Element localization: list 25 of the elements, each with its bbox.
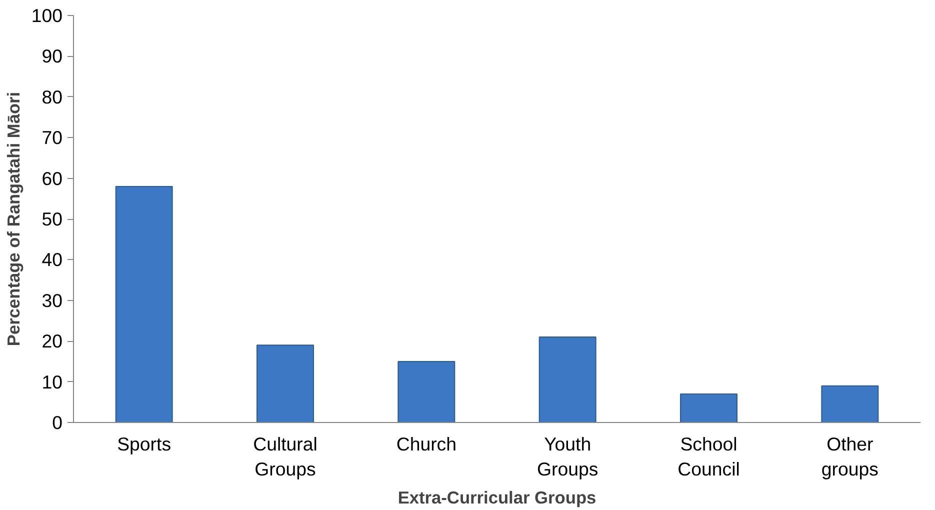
y-tick-label: 10	[42, 371, 63, 392]
y-tick-label: 90	[42, 46, 63, 67]
x-tick-label: Other groups	[821, 434, 878, 480]
y-tick-label: 20	[42, 330, 63, 352]
x-axis-title: Extra-Curricular Groups	[398, 488, 596, 508]
bar	[256, 344, 314, 422]
bar	[398, 360, 456, 422]
y-axis-title: Percentage of Rangatahi Māori	[3, 92, 24, 346]
x-tick-label: School Council	[678, 434, 740, 480]
bar	[538, 336, 596, 422]
x-tick-label: Sports	[117, 434, 172, 454]
x-tick-label: Cultural Groups	[253, 434, 318, 480]
x-tick-label: Youth Groups	[536, 434, 598, 480]
y-tick-label: 40	[42, 249, 63, 270]
bar	[115, 186, 173, 422]
bar	[821, 385, 879, 422]
y-tick-label: 30	[42, 290, 63, 311]
y-tick-label: 80	[42, 86, 63, 108]
y-tick-label: 0	[52, 412, 63, 433]
y-tick-label: 70	[42, 127, 63, 148]
bar	[680, 394, 738, 422]
x-tick-label: Church	[396, 434, 456, 454]
y-tick-label: 100	[31, 5, 63, 26]
y-tick-label: 60	[42, 168, 63, 189]
y-tick-label: 50	[42, 208, 63, 230]
